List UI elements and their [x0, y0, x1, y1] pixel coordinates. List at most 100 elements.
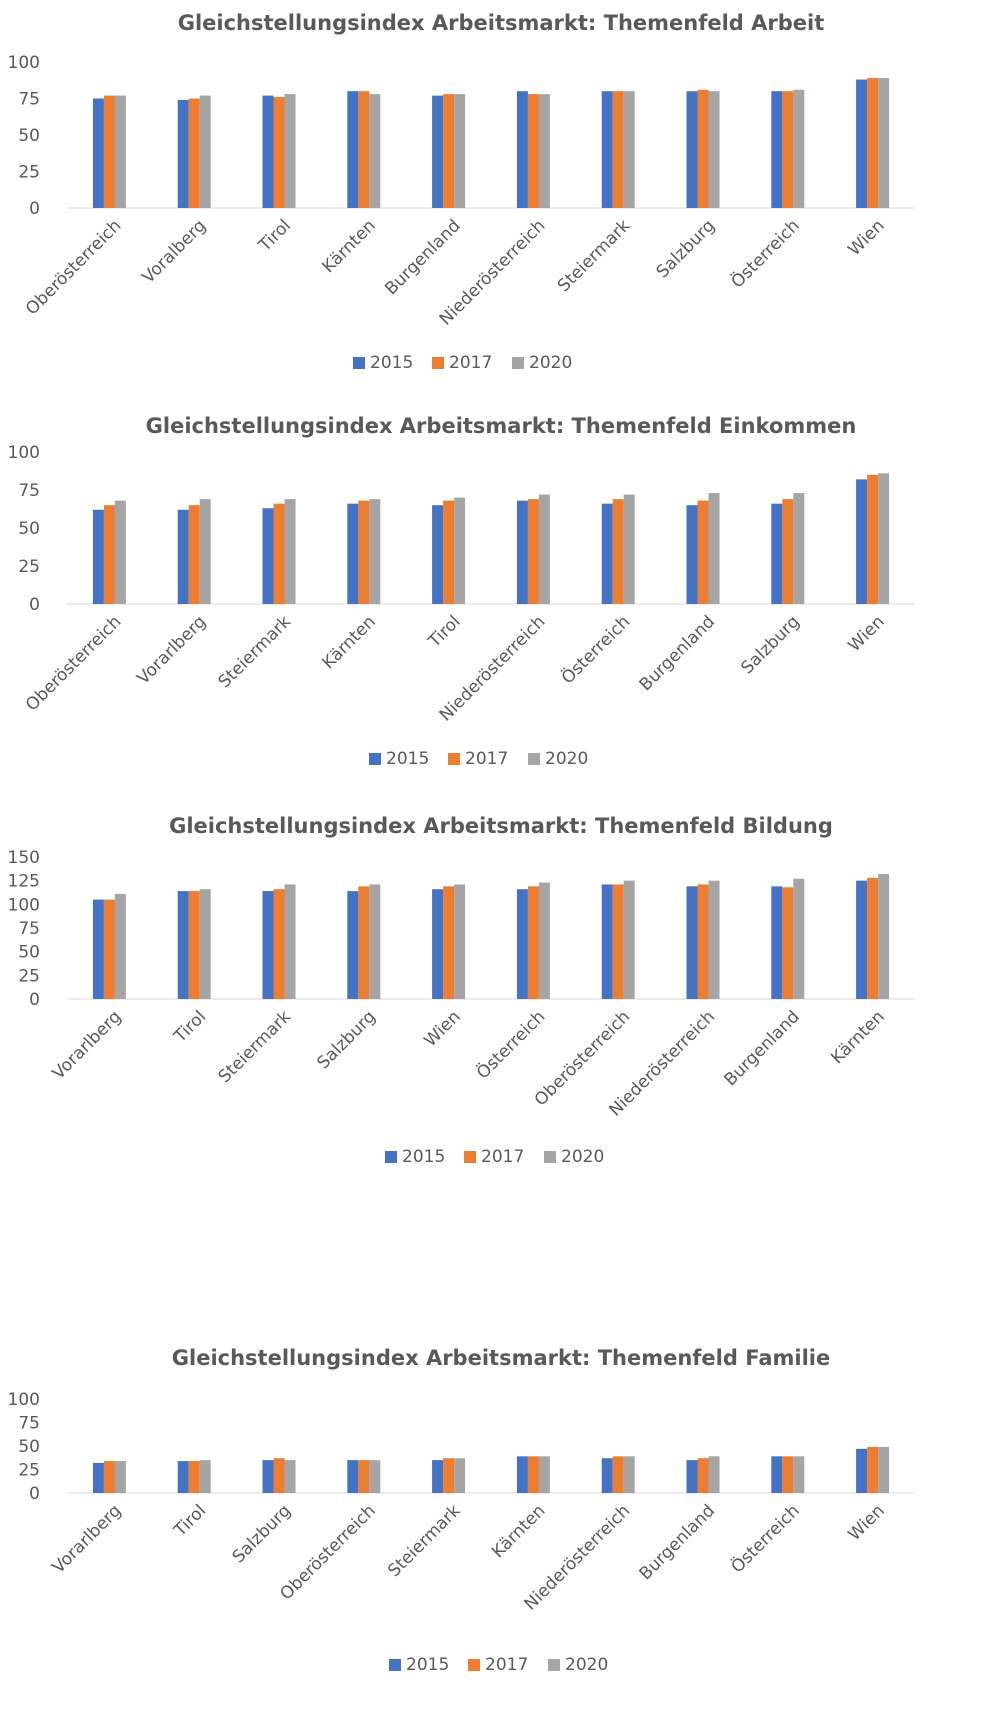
bar-2017	[443, 1458, 455, 1493]
bar-2015	[516, 889, 528, 999]
legend-swatch-2017	[464, 1151, 476, 1163]
bar-2015	[262, 508, 274, 604]
bar-2015	[771, 1456, 783, 1493]
bar-2017	[358, 91, 370, 208]
bar-2020	[454, 884, 466, 999]
bar-2017	[867, 78, 879, 208]
bar-2017	[782, 887, 794, 999]
category-label: Österreich	[556, 610, 634, 688]
bar-2017	[697, 500, 709, 604]
bar-2015	[601, 503, 613, 604]
bar-2017	[527, 94, 539, 208]
bar-2017	[527, 1456, 539, 1493]
legend-label: 2017	[481, 1147, 524, 1167]
bar-2015	[516, 500, 528, 604]
category-label: Salzburg	[313, 1007, 379, 1073]
chart-svg: Gleichstellungsindex Arbeitsmarkt: Theme…	[8, 814, 915, 1167]
bar-2017	[612, 91, 624, 208]
chart-title: Gleichstellungsindex Arbeitsmarkt: Theme…	[178, 11, 825, 35]
category-label: Oberösterreich	[22, 216, 125, 319]
legend-label: 2020	[565, 1655, 608, 1675]
legend-label: 2015	[370, 353, 413, 373]
category-label: Vorarlberg	[49, 1501, 126, 1578]
bar-2015	[771, 91, 783, 208]
bar-2015	[771, 886, 783, 999]
category-label: Vorarlberg	[133, 612, 210, 689]
bar-2015	[601, 1458, 613, 1493]
legend-label: 2020	[561, 1147, 604, 1167]
bar-2017	[867, 474, 879, 604]
y-tick-label: 50	[18, 1437, 40, 1457]
category-label: Steiermark	[215, 612, 295, 692]
y-tick-label: 25	[18, 163, 40, 183]
chart-bildung: Gleichstellungsindex Arbeitsmarkt: Theme…	[0, 800, 1002, 1300]
category-label: Tirol	[254, 216, 295, 257]
legend-swatch-2020	[512, 357, 524, 369]
category-label: Steiermark	[384, 1501, 464, 1581]
bar-2015	[771, 503, 783, 604]
bar-2020	[284, 94, 296, 208]
bar-2020	[793, 493, 805, 604]
bar-2020	[454, 497, 466, 604]
legend-swatch-2017	[432, 357, 444, 369]
legend-swatch-2020	[528, 753, 540, 765]
bar-2015	[177, 509, 189, 604]
category-label: Oberösterreich	[22, 612, 125, 715]
y-tick-label: 50	[18, 126, 40, 146]
chart-title: Gleichstellungsindex Arbeitsmarkt: Theme…	[172, 1346, 830, 1370]
y-tick-label: 125	[8, 872, 40, 892]
legend-swatch-2015	[389, 1659, 401, 1671]
bar-2015	[262, 891, 274, 999]
bar-2020	[708, 880, 720, 999]
bar-2015	[262, 1460, 274, 1493]
bar-2017	[358, 500, 370, 604]
y-tick-label: 75	[18, 90, 40, 110]
bar-2020	[538, 494, 550, 604]
bar-2017	[697, 1458, 709, 1493]
bar-2020	[369, 884, 381, 999]
y-tick-label: 75	[18, 919, 40, 939]
bar-2017	[103, 1461, 115, 1493]
bar-2015	[92, 1462, 104, 1493]
y-tick-label: 100	[8, 53, 40, 73]
bar-2020	[454, 94, 466, 208]
category-label: Salzburg	[229, 1501, 295, 1567]
y-tick-label: 50	[18, 943, 40, 963]
category-label: Kärnten	[827, 1007, 888, 1068]
bar-2020	[199, 889, 211, 999]
bar-2017	[273, 1458, 285, 1493]
bar-2020	[538, 94, 550, 208]
bar-2015	[177, 1461, 189, 1493]
bar-2020	[199, 499, 211, 604]
bar-2015	[856, 880, 868, 999]
bar-2015	[432, 1460, 444, 1493]
category-label: Wien	[844, 1501, 888, 1545]
category-label: Burgenland	[720, 1007, 803, 1090]
y-tick-label: 0	[29, 199, 40, 219]
y-tick-label: 75	[18, 1414, 40, 1434]
y-tick-label: 0	[29, 990, 40, 1010]
bar-2017	[527, 886, 539, 999]
y-tick-label: 100	[8, 895, 40, 915]
bar-2015	[92, 98, 104, 208]
legend-swatch-2017	[448, 753, 460, 765]
bar-2017	[358, 1460, 370, 1493]
bar-2020	[538, 1456, 550, 1493]
bar-2017	[273, 889, 285, 999]
bar-2020	[623, 880, 635, 999]
bar-2020	[538, 882, 550, 999]
category-label: Kärnten	[488, 1501, 549, 1562]
bar-2020	[114, 1461, 126, 1493]
bar-2015	[432, 505, 444, 604]
chart-arbeit: Gleichstellungsindex Arbeitsmarkt: Theme…	[0, 0, 1002, 400]
bar-2020	[878, 1446, 890, 1493]
y-tick-label: 100	[8, 1390, 40, 1410]
bar-2020	[708, 493, 720, 604]
y-tick-label: 25	[18, 1461, 40, 1481]
bar-2017	[103, 899, 115, 999]
bar-2015	[262, 95, 274, 208]
legend-swatch-2017	[468, 1659, 480, 1671]
legend-label: 2017	[485, 1655, 528, 1675]
legend-label: 2015	[406, 1655, 449, 1675]
bar-2020	[114, 95, 126, 208]
